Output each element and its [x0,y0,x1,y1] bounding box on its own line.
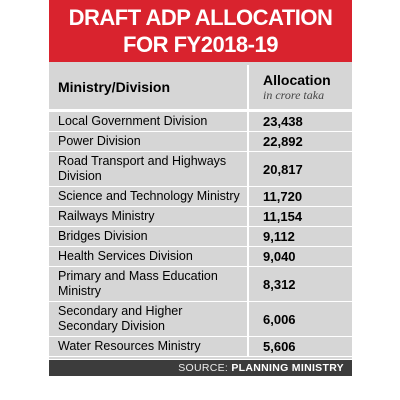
source-name: PLANNING MINISTRY [231,362,344,374]
table-row: Water Resources Ministry 5,606 [49,337,352,357]
table-body: Local Government Division 23,438 Power Div… [49,112,352,357]
source-bar: SOURCE: PLANNING MINISTRY [49,360,352,376]
allocation-value: 20,817 [263,161,303,177]
ministry-name: Primary and Mass Education Ministry [49,267,249,301]
allocation-value: 5,606 [263,339,296,354]
allocation-value: 22,892 [263,134,303,149]
table: Ministry/Division Allocation in crore ta… [49,62,352,359]
allocation-value: 8,312 [263,276,296,292]
table-row: Road Transport and Highways Division 20,8… [49,152,352,187]
title-line: FOR FY2018-19 [123,32,278,57]
column-header-cell: Allocation in crore taka [249,65,352,109]
allocation-value: 9,112 [263,229,295,244]
ministry-name: Road Transport and Highways Division [49,152,249,186]
table-row: Railways Ministry 11,154 [49,207,352,227]
header-row: Ministry/Division Allocation in crore ta… [49,65,352,112]
ministry-name: Water Resources Ministry [49,337,249,356]
ministry-name: Bridges Division [49,227,249,246]
ministry-name: Local Government Division [49,112,249,131]
table-row: Local Government Division 23,438 [49,112,352,132]
title-box: DRAFT ADP ALLOCATION FOR FY2018-19 [49,0,352,62]
title-line: DRAFT ADP ALLOCATION [68,5,333,30]
ministry-name: Railways Ministry [49,207,249,226]
ministry-name: Power Division [49,132,249,151]
allocation-value: 6,006 [263,311,296,327]
unit-note: in crore taka [263,87,325,102]
allocation-value: 9,040 [263,249,296,264]
infographic: DRAFT ADP ALLOCATION FOR FY2018-19 Minis… [49,0,352,376]
ministry-name: Science and Technology Ministry [49,187,249,206]
allocation-value: 23,438 [263,114,303,129]
table-row: Health Services Division 9,040 [49,247,352,267]
table-row: Secondary and Higher Secondary Division 6… [49,302,352,337]
allocation-value: 11,720 [263,189,303,204]
table-row: Bridges Division 9,112 [49,227,352,247]
table-row: Power Division 22,892 [49,132,352,152]
table-row: Primary and Mass Education Ministry 8,312 [49,267,352,302]
column-header: Ministry/Division [49,65,249,109]
allocation-value: 11,154 [263,209,303,224]
ministry-name: Secondary and Higher Secondary Division [49,302,249,336]
ministry-name: Health Services Division [49,247,249,266]
source-label: SOURCE: [178,362,229,374]
column-header: Allocation [263,71,331,88]
table-row: Science and Technology Ministry 11,720 [49,187,352,207]
